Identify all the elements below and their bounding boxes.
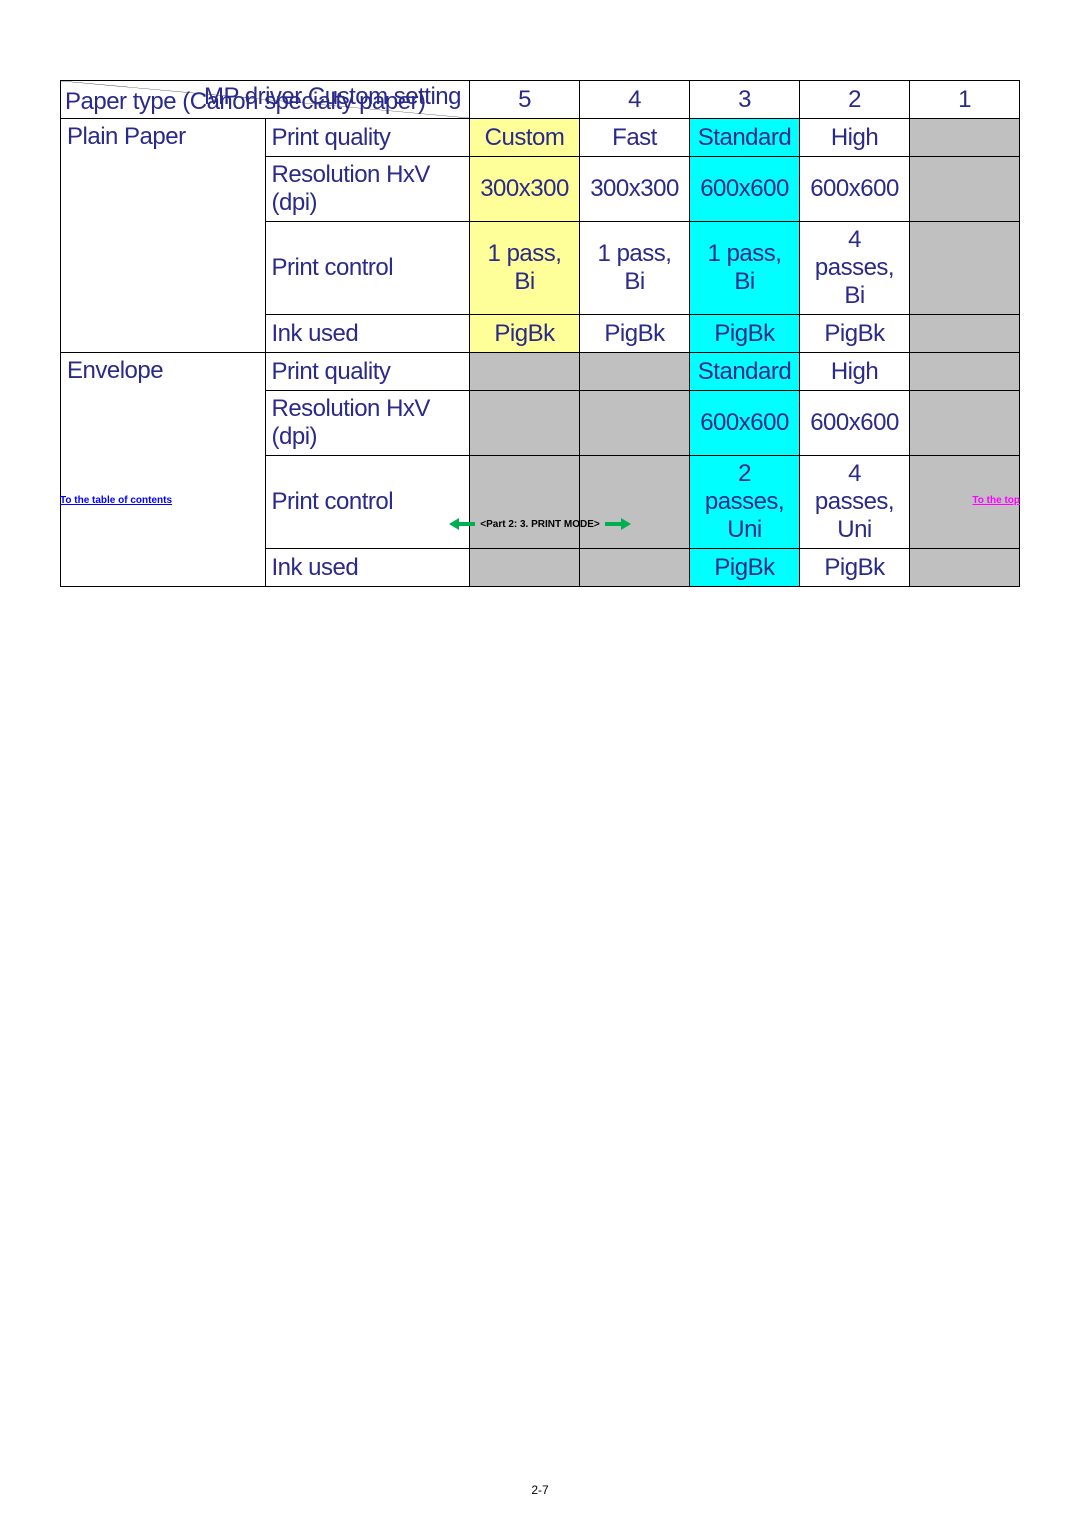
value-cell: [470, 549, 580, 587]
header-col-4: 4: [580, 81, 690, 119]
paper-type-cell: Envelope: [61, 353, 266, 587]
value-cell: 1 pass, Bi: [470, 222, 580, 315]
header-diagonal-cell: MP driver Custom settingPaper type (Cano…: [61, 81, 470, 119]
value-cell: 300x300: [580, 157, 690, 222]
value-cell: 1 pass, Bi: [580, 222, 690, 315]
value-cell: [470, 353, 580, 391]
value-cell: PigBk: [800, 549, 910, 587]
value-cell: 1 pass, Bi: [690, 222, 800, 315]
value-cell: Custom: [470, 119, 580, 157]
value-cell: [580, 549, 690, 587]
page: MP driver Custom settingPaper type (Cano…: [0, 0, 1080, 1527]
value-cell: [910, 353, 1020, 391]
header-col-1: 1: [910, 81, 1020, 119]
value-cell: PigBk: [800, 315, 910, 353]
value-cell: [470, 391, 580, 456]
value-cell: High: [800, 353, 910, 391]
value-cell: PigBk: [580, 315, 690, 353]
value-cell: 600x600: [800, 157, 910, 222]
value-cell: 600x600: [690, 391, 800, 456]
value-cell: 300x300: [470, 157, 580, 222]
header-col-3: 3: [690, 81, 800, 119]
value-cell: [910, 157, 1020, 222]
attribute-cell: Resolution HxV (dpi): [265, 391, 470, 456]
value-cell: Standard: [690, 119, 800, 157]
value-cell: High: [800, 119, 910, 157]
value-cell: 600x600: [800, 391, 910, 456]
attribute-cell: Resolution HxV (dpi): [265, 157, 470, 222]
attribute-cell: Ink used: [265, 315, 470, 353]
value-cell: [910, 549, 1020, 587]
value-cell: PigBk: [690, 315, 800, 353]
attribute-cell: Print quality: [265, 353, 470, 391]
attribute-cell: Ink used: [265, 549, 470, 587]
top-link[interactable]: To the top: [972, 495, 1020, 506]
attribute-cell: Print quality: [265, 119, 470, 157]
value-cell: 4 passes, Bi: [800, 222, 910, 315]
nav-label: <Part 2: 3. PRINT MODE>: [480, 519, 599, 530]
value-cell: [910, 119, 1020, 157]
print-mode-table: MP driver Custom settingPaper type (Cano…: [60, 80, 1020, 587]
value-cell: [580, 353, 690, 391]
value-cell: 600x600: [690, 157, 800, 222]
page-number: 2-7: [0, 1483, 1080, 1497]
next-arrow-icon[interactable]: [605, 519, 631, 530]
prev-arrow-icon[interactable]: [449, 519, 478, 530]
value-cell: Fast: [580, 119, 690, 157]
header-bottom-left: Paper type (Canon specialty paper): [65, 88, 426, 116]
footer-links: To the table of contents To the top: [60, 495, 1020, 506]
value-cell: [910, 391, 1020, 456]
value-cell: [910, 315, 1020, 353]
value-cell: PigBk: [690, 549, 800, 587]
header-col-2: 2: [800, 81, 910, 119]
value-cell: Standard: [690, 353, 800, 391]
value-cell: [910, 222, 1020, 315]
value-cell: PigBk: [470, 315, 580, 353]
header-col-5: 5: [470, 81, 580, 119]
toc-link[interactable]: To the table of contents: [60, 495, 172, 506]
nav-bar: <Part 2: 3. PRINT MODE>: [0, 518, 1080, 530]
value-cell: [580, 391, 690, 456]
paper-type-cell: Plain Paper: [61, 119, 266, 353]
attribute-cell: Print control: [265, 222, 470, 315]
